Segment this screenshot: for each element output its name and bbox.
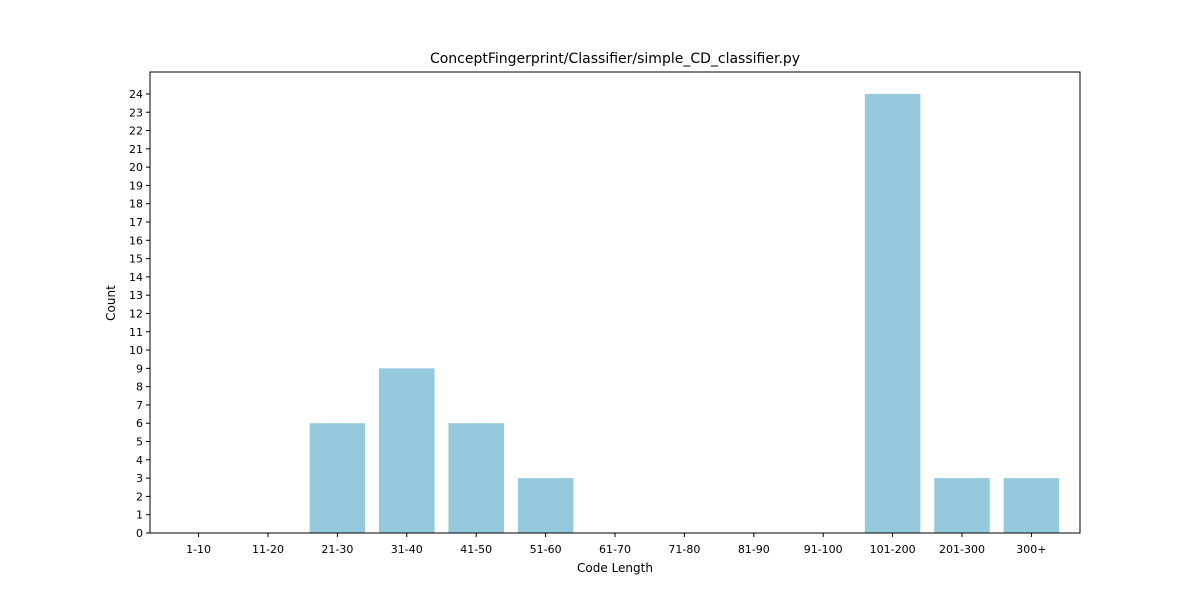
y-tick-label: 17 <box>129 216 143 229</box>
y-tick-label: 7 <box>136 399 143 412</box>
x-axis-label: Code Length <box>577 561 653 575</box>
x-tick-label: 1-10 <box>186 543 211 556</box>
y-tick-label: 2 <box>136 490 143 503</box>
y-tick-label: 23 <box>129 106 143 119</box>
bar-31-40 <box>379 368 435 533</box>
bar-41-50 <box>448 423 504 533</box>
y-tick-label: 0 <box>136 527 143 540</box>
y-tick-label: 5 <box>136 436 143 449</box>
x-tick-label: 21-30 <box>321 543 353 556</box>
bar-300+ <box>1003 478 1060 533</box>
y-tick-label: 20 <box>129 161 143 174</box>
x-tick-label: 71-80 <box>668 543 700 556</box>
y-tick-label: 13 <box>129 289 143 302</box>
x-tick-label: 61-70 <box>599 543 631 556</box>
x-tick-label: 11-20 <box>252 543 284 556</box>
y-tick-label: 3 <box>136 472 143 485</box>
x-tick-label: 81-90 <box>738 543 770 556</box>
x-tick-label: 201-300 <box>939 543 985 556</box>
bar-21-30 <box>309 423 366 533</box>
x-tick-label: 31-40 <box>391 543 423 556</box>
y-tick-label: 10 <box>129 344 143 357</box>
y-tick-label: 9 <box>136 362 143 375</box>
y-tick-label: 8 <box>136 381 143 394</box>
bars-layer <box>309 93 1060 533</box>
bar-201-300 <box>934 478 990 533</box>
y-tick-label: 12 <box>129 307 143 320</box>
x-tick-label: 101-200 <box>870 543 916 556</box>
x-tick-label: 41-50 <box>460 543 492 556</box>
plot-frame <box>149 71 1081 534</box>
y-tick-label: 16 <box>129 234 143 247</box>
x-tick-label: 91-100 <box>804 543 843 556</box>
chart-title: ConceptFingerprint/Classifier/simple_CD_… <box>430 51 800 67</box>
bar-51-60 <box>517 478 574 533</box>
x-tick-label: 300+ <box>1016 543 1046 556</box>
bar-101-200 <box>864 93 921 533</box>
x-axis: 1-10 11-20 21-30 31-40 41-50 51-60 61-70 71-80 8… <box>186 533 1047 556</box>
y-tick-label: 6 <box>136 417 143 430</box>
x-tick-label: 51-60 <box>530 543 562 556</box>
y-axis-label: Count <box>104 285 118 321</box>
y-tick-label: 4 <box>136 454 143 467</box>
y-tick-label: 15 <box>129 253 143 266</box>
y-tick-label: 24 <box>129 88 143 101</box>
y-tick-label: 18 <box>129 198 143 211</box>
y-tick-label: 1 <box>136 509 143 522</box>
y-tick-label: 22 <box>129 125 143 138</box>
y-tick-label: 19 <box>129 179 143 192</box>
y-tick-label: 21 <box>129 143 143 156</box>
y-tick-label: 11 <box>129 326 143 339</box>
y-tick-label: 14 <box>129 271 143 284</box>
